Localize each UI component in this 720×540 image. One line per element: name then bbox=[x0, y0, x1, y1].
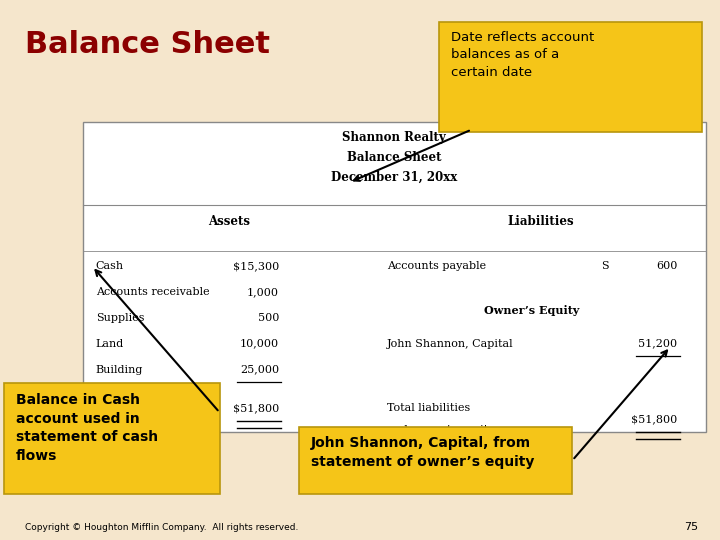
FancyBboxPatch shape bbox=[83, 122, 706, 432]
Text: 1,000: 1,000 bbox=[247, 287, 279, 297]
Text: $15,300: $15,300 bbox=[233, 261, 279, 271]
Text: $51,800: $51,800 bbox=[233, 403, 279, 414]
FancyBboxPatch shape bbox=[299, 427, 572, 494]
Text: Shannon Realty: Shannon Realty bbox=[342, 131, 446, 144]
Text: S: S bbox=[601, 261, 609, 271]
FancyBboxPatch shape bbox=[4, 383, 220, 494]
Text: Assets: Assets bbox=[208, 215, 250, 228]
Text: Balance in Cash
account used in
statement of cash
flows: Balance in Cash account used in statemen… bbox=[16, 393, 158, 463]
Text: John Shannon, Capital: John Shannon, Capital bbox=[387, 339, 513, 349]
Text: Liabilities: Liabilities bbox=[508, 215, 574, 228]
Text: Balance Sheet: Balance Sheet bbox=[25, 30, 270, 59]
Text: 10,000: 10,000 bbox=[240, 339, 279, 349]
Text: Supplies: Supplies bbox=[96, 313, 144, 323]
Text: Date reflects account
balances as of a
certain date: Date reflects account balances as of a c… bbox=[451, 31, 595, 79]
Text: 75: 75 bbox=[684, 522, 698, 532]
Text: 600: 600 bbox=[656, 261, 678, 271]
Text: 500: 500 bbox=[258, 313, 279, 323]
Text: Balance Sheet: Balance Sheet bbox=[347, 151, 441, 164]
Text: 51,200: 51,200 bbox=[639, 339, 678, 349]
Text: Building: Building bbox=[96, 364, 143, 375]
Text: Cash: Cash bbox=[96, 261, 124, 271]
Text: Copyright © Houghton Mifflin Company.  All rights reserved.: Copyright © Houghton Mifflin Company. Al… bbox=[25, 523, 299, 532]
Text: Total liabilities: Total liabilities bbox=[387, 403, 470, 414]
Text: John Shannon, Capital, from
statement of owner’s equity: John Shannon, Capital, from statement of… bbox=[311, 436, 534, 469]
Text: Owner’s Equity: Owner’s Equity bbox=[485, 305, 580, 316]
Text: Accounts payable: Accounts payable bbox=[387, 261, 486, 271]
Text: $51,800: $51,800 bbox=[631, 414, 678, 424]
Text: and owner’s equity: and owner’s equity bbox=[387, 425, 494, 435]
Text: Accounts receivable: Accounts receivable bbox=[96, 287, 210, 297]
Text: December 31, 20xx: December 31, 20xx bbox=[331, 171, 457, 184]
Text: Land: Land bbox=[96, 339, 124, 349]
Text: Total assets: Total assets bbox=[96, 403, 162, 414]
FancyBboxPatch shape bbox=[439, 22, 702, 132]
Text: 25,000: 25,000 bbox=[240, 364, 279, 375]
